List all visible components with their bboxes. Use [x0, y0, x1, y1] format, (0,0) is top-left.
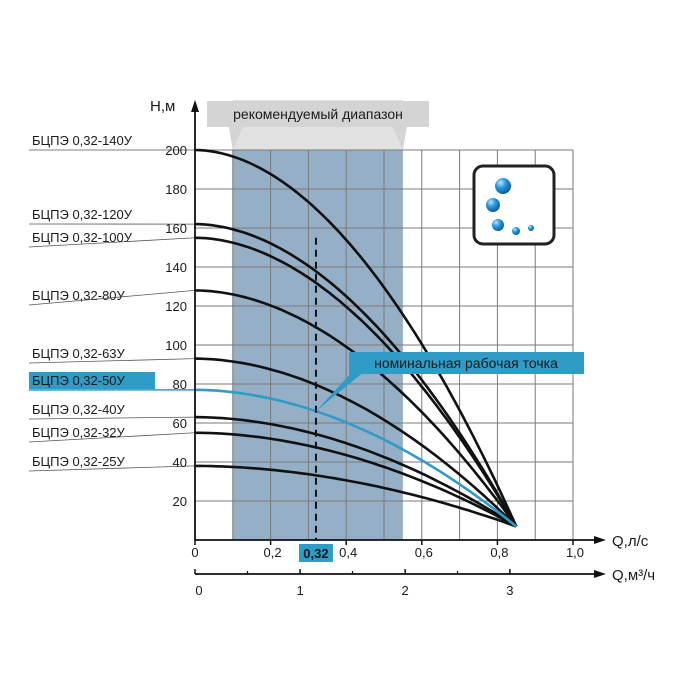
- pump-curve-4: [194, 357, 518, 528]
- x-axis-arrow: [594, 536, 606, 544]
- label-leader-line: [28, 358, 196, 364]
- x-tick-label: 0,4: [339, 545, 357, 560]
- y-tick-label: 200: [165, 143, 187, 158]
- highlighted-model-label-box: [29, 372, 155, 389]
- y-tick-label: 100: [165, 338, 187, 353]
- y-axis-label: Н,м: [150, 98, 175, 115]
- bubble-icon: [512, 227, 520, 235]
- nominal-point-pointer: [315, 371, 365, 412]
- y-tick-label: 120: [165, 299, 187, 314]
- bubble-icon: [495, 178, 511, 194]
- x-tick-label: 0,6: [415, 545, 433, 560]
- pump-model-label: БЦПЭ 0,32-40У: [32, 402, 126, 417]
- x-tick-label: 0: [191, 545, 198, 560]
- nominal-point-label-box: [349, 352, 584, 374]
- range-pointer-right: [392, 127, 407, 150]
- pump-curve-highlighted: [195, 388, 518, 528]
- bubble-icon: [528, 225, 534, 231]
- recommended-range-label: рекомендуемый диапазон: [233, 106, 403, 122]
- x-tick-label: 0,2: [264, 545, 282, 560]
- x-tick-label: 0,8: [490, 545, 508, 560]
- x-axis-label: Q,л/с: [612, 533, 649, 550]
- pump-curve-0: [194, 148, 518, 527]
- x2-axis-label: Q,м³/ч: [612, 567, 655, 584]
- pump-model-label: БЦПЭ 0,32-63У: [32, 346, 126, 361]
- y-axis-arrow: [191, 100, 199, 112]
- y-tick-label: 40: [173, 455, 187, 470]
- pump-model-label: БЦПЭ 0,32-100У: [32, 230, 133, 245]
- pump-curve-8: [195, 464, 517, 528]
- bubble-icon: [486, 198, 500, 212]
- x2-tick-label: 3: [506, 583, 513, 598]
- pump-curve-2: [194, 236, 518, 528]
- label-leader-line: [28, 416, 196, 420]
- y-tick-label: 140: [165, 260, 187, 275]
- pump-model-label: БЦПЭ 0,32-25У: [32, 454, 126, 469]
- pump-model-label: БЦПЭ 0,32-32У: [32, 425, 126, 440]
- bubble-icon: [492, 219, 504, 231]
- pump-model-label: БЦПЭ 0,32-50У: [32, 373, 126, 388]
- y-tick-label: 160: [165, 221, 187, 236]
- pump-curve-1: [194, 222, 518, 528]
- x-tick-label: 1,0: [566, 545, 584, 560]
- pump-model-label: БЦПЭ 0,32-80У: [32, 288, 126, 303]
- nominal-flow-marker-label: 0,32: [303, 546, 328, 561]
- y-tick-label: 20: [173, 494, 187, 509]
- y-tick-label: 80: [173, 377, 187, 392]
- pump-curve-7: [195, 431, 517, 528]
- x2-tick-label: 2: [402, 583, 409, 598]
- x2-tick-label: 1: [296, 583, 303, 598]
- pump-curves: [194, 148, 518, 528]
- range-pointer-left: [228, 127, 243, 150]
- nominal-point-label: номинальная рабочая точка: [374, 355, 558, 371]
- y-tick-label: 180: [165, 182, 187, 197]
- x2-axis-arrow: [594, 570, 606, 578]
- x2-tick-label: 0: [195, 583, 202, 598]
- label-leader-line: [28, 432, 196, 443]
- nominal-flow-marker-box: [298, 544, 333, 562]
- label-leader-line: [28, 237, 196, 248]
- pump-model-label: БЦПЭ 0,32-120У: [32, 207, 133, 222]
- label-leader-line: [28, 465, 196, 472]
- pump-curve-6: [194, 415, 518, 528]
- label-leader-line: [28, 290, 196, 306]
- y-tick-label: 60: [173, 416, 187, 431]
- pump-model-label: БЦПЭ 0,32-140У: [32, 133, 133, 148]
- recommended-range-label-box: [207, 101, 429, 127]
